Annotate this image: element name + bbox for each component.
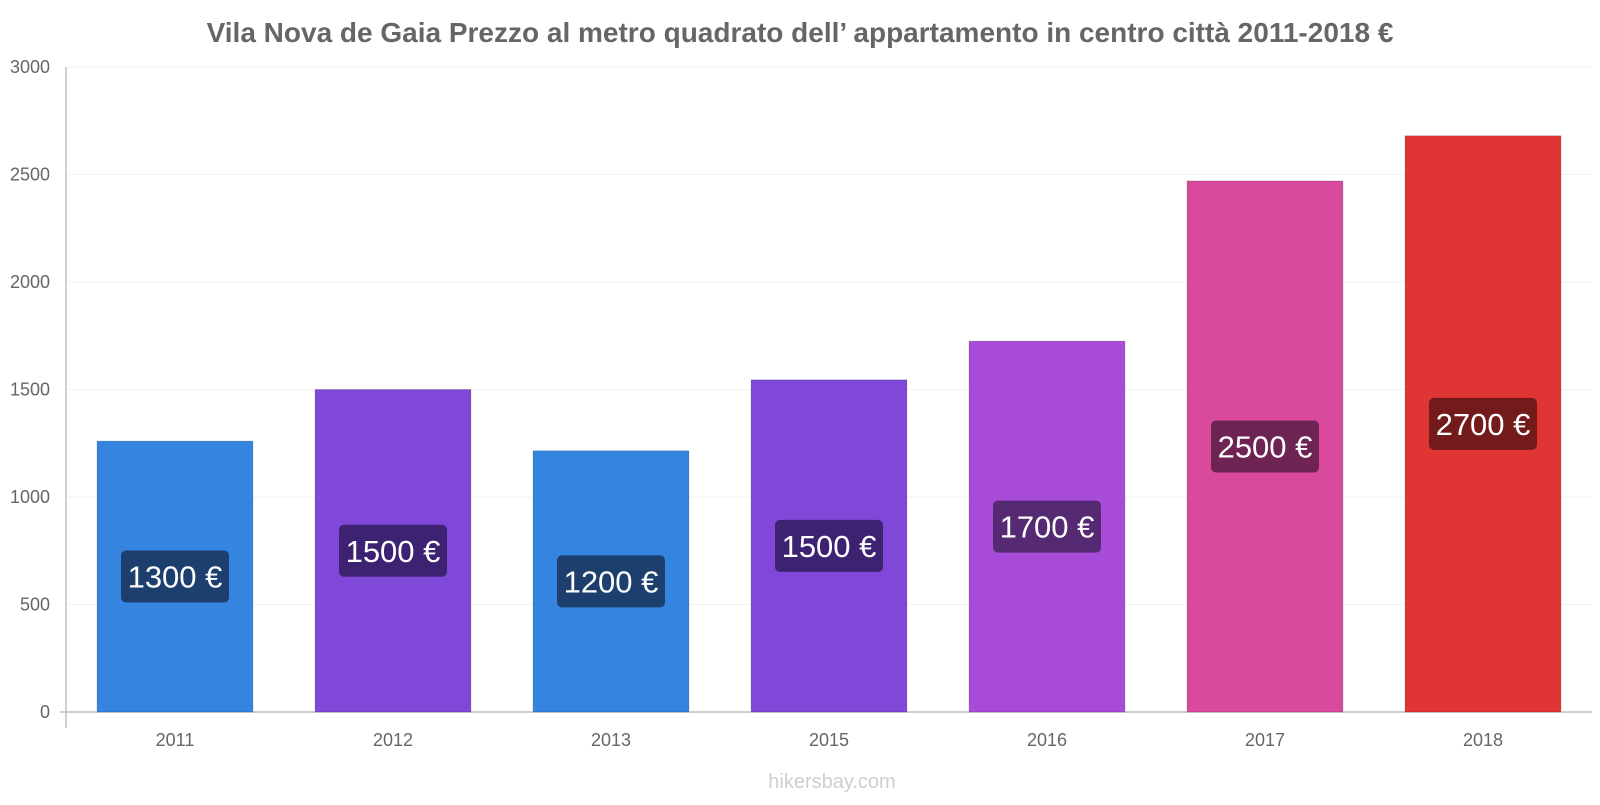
data-label-box (557, 555, 665, 608)
data-label: 1700 € (1000, 510, 1095, 545)
y-tick-label: 500 (20, 595, 50, 615)
data-label: 1500 € (782, 529, 877, 564)
x-tick-label: 2018 (1463, 730, 1503, 750)
data-label: 1500 € (346, 534, 441, 569)
x-tick-label: 2013 (591, 730, 631, 750)
y-tick-label: 0 (40, 702, 50, 722)
data-labels: 1300 € 1500 € 1200 € 1500 € 1700 € 2500 € 2700… (121, 397, 1537, 608)
y-tick-label: 2000 (10, 272, 50, 292)
x-tick-label: 2017 (1245, 730, 1285, 750)
watermark-text: hikersbay.com (768, 771, 895, 793)
data-label-box (121, 550, 229, 603)
bars (96, 135, 1562, 713)
y-tick-label: 1500 (10, 380, 50, 400)
data-label: 2500 € (1218, 429, 1313, 464)
x-tick-label: 2011 (156, 730, 195, 750)
x-tick-label: 2012 (373, 730, 413, 750)
data-label: 1200 € (564, 564, 659, 599)
data-label: 1300 € (128, 560, 223, 595)
y-tick-label: 2500 (10, 165, 50, 185)
data-label-box (993, 500, 1101, 553)
y-tick-label: 3000 (10, 57, 50, 77)
data-label: 2700 € (1436, 407, 1531, 442)
data-label-box (339, 524, 447, 577)
y-tick-label: 1000 (10, 487, 50, 507)
data-label-box (1211, 420, 1319, 473)
chart-title: Vila Nova de Gaia Prezzo al metro quadra… (207, 17, 1394, 48)
data-label-box (1429, 397, 1537, 450)
x-tick-label: 2016 (1027, 730, 1067, 750)
data-label-box (775, 519, 883, 572)
x-tick-label: 2015 (809, 730, 849, 750)
